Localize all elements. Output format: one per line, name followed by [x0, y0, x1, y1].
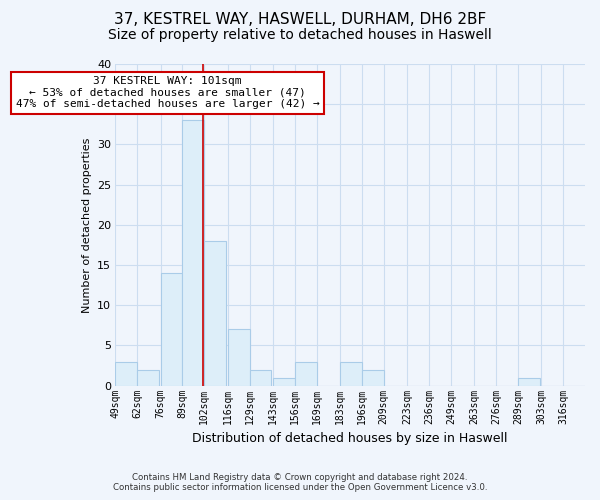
Text: 37, KESTREL WAY, HASWELL, DURHAM, DH6 2BF: 37, KESTREL WAY, HASWELL, DURHAM, DH6 2B… — [114, 12, 486, 28]
Bar — [295, 362, 317, 386]
Bar — [228, 330, 250, 386]
Bar — [273, 378, 295, 386]
Bar — [362, 370, 384, 386]
Bar — [137, 370, 159, 386]
Y-axis label: Number of detached properties: Number of detached properties — [82, 137, 92, 312]
X-axis label: Distribution of detached houses by size in Haswell: Distribution of detached houses by size … — [193, 432, 508, 445]
Bar — [115, 362, 137, 386]
Bar — [518, 378, 540, 386]
Bar — [161, 273, 182, 386]
Text: Contains HM Land Registry data © Crown copyright and database right 2024.
Contai: Contains HM Land Registry data © Crown c… — [113, 473, 487, 492]
Bar — [250, 370, 271, 386]
Text: Size of property relative to detached houses in Haswell: Size of property relative to detached ho… — [108, 28, 492, 42]
Bar — [204, 241, 226, 386]
Bar — [182, 120, 204, 386]
Text: 37 KESTREL WAY: 101sqm
← 53% of detached houses are smaller (47)
47% of semi-det: 37 KESTREL WAY: 101sqm ← 53% of detached… — [16, 76, 319, 110]
Bar — [340, 362, 362, 386]
